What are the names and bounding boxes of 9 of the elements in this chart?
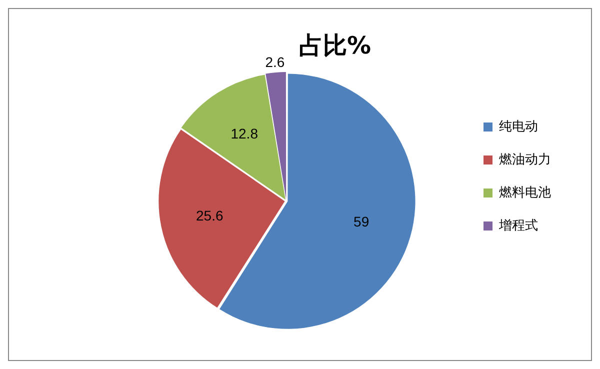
data-label: 25.6 bbox=[196, 207, 224, 224]
data-label: 12.8 bbox=[230, 126, 258, 142]
data-label: 59 bbox=[354, 214, 370, 230]
chart-title: 占比% bbox=[298, 32, 372, 60]
legend-label: 增程式 bbox=[498, 218, 538, 234]
data-label: 2.6 bbox=[265, 54, 285, 70]
legend-label: 燃料电池 bbox=[499, 185, 551, 200]
legend-label: 纯电动 bbox=[499, 119, 538, 134]
legend-label: 燃油动力 bbox=[499, 152, 551, 168]
